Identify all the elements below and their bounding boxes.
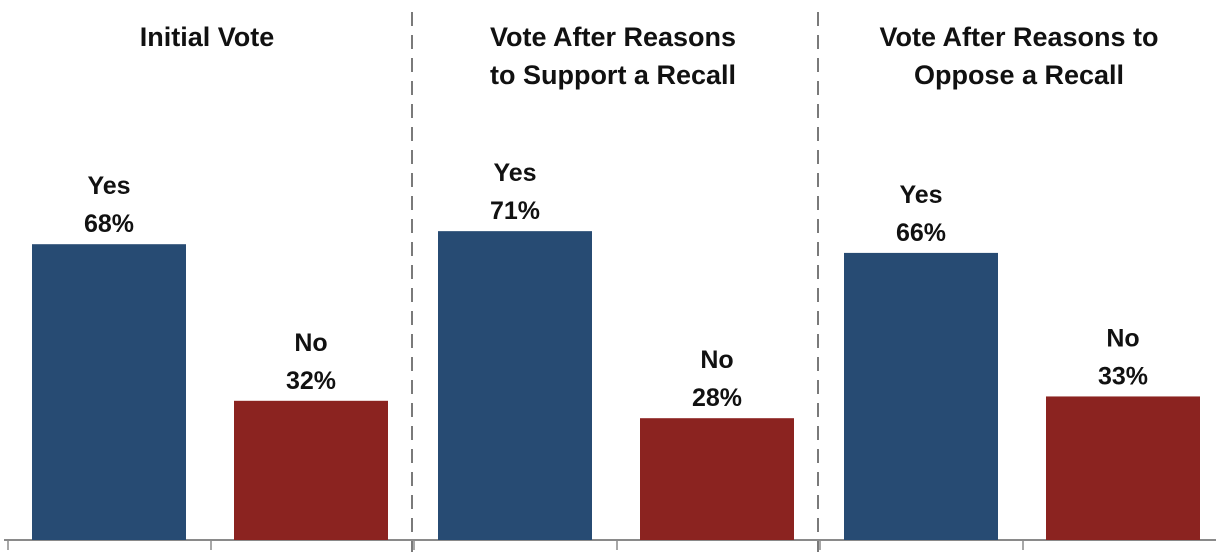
panel-support-recall: Vote After Reasons to Support a Recall <box>410 0 816 552</box>
bar-value-label: 32% <box>286 367 336 395</box>
bar-value-label: 68% <box>84 210 134 238</box>
bar-no <box>640 418 794 540</box>
panel-oppose-recall: Vote After Reasons to Oppose a Recall <box>816 0 1220 552</box>
bar-category-label: No <box>700 346 733 374</box>
bar-category-label: No <box>1106 324 1139 352</box>
bar-yes <box>32 244 186 540</box>
bar-value-label: 71% <box>490 197 540 225</box>
panel-initial-vote: Initial Vote <box>4 0 410 552</box>
bar-yes <box>844 252 998 540</box>
panel-title: Initial Vote <box>139 22 275 52</box>
bar-category-label: Yes <box>493 159 536 187</box>
bar-no <box>1046 396 1200 540</box>
panel-title: Vote After Reasons to Oppose a Recall <box>879 22 1159 90</box>
bar-value-label: 33% <box>1098 362 1148 390</box>
bar-category-label: Yes <box>899 181 942 209</box>
bar-value-label: 66% <box>896 219 946 247</box>
bar-yes <box>438 231 592 540</box>
bar-category-label: No <box>294 329 327 357</box>
bar-value-label: 28% <box>692 384 742 412</box>
panel-title: Vote After Reasons to Support a Recall <box>489 22 737 90</box>
bar-no <box>234 400 388 540</box>
bar-category-label: Yes <box>87 172 130 200</box>
